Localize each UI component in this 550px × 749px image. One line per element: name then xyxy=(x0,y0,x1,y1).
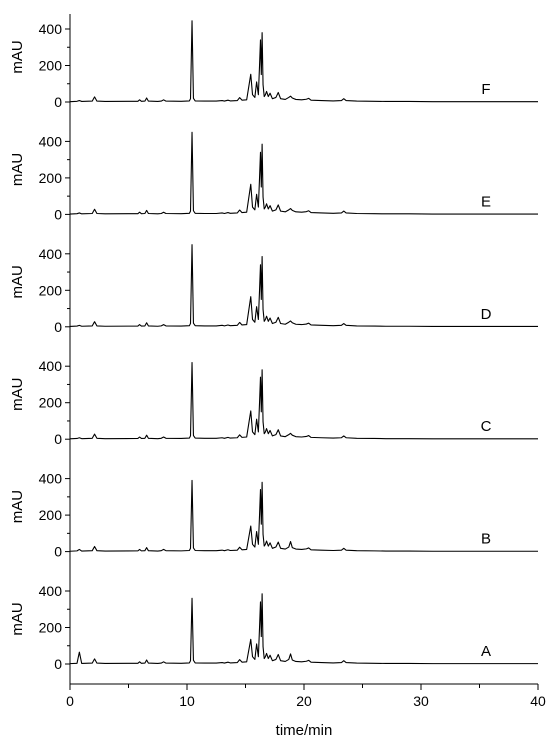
trace-E xyxy=(69,131,538,215)
panel-C: 0 200 400 mAU C xyxy=(9,358,538,447)
y-tick-label: 200 xyxy=(39,507,63,523)
y-tick-label: 200 xyxy=(39,395,63,411)
y-tick-label: 400 xyxy=(39,21,63,37)
trace-B xyxy=(69,479,538,552)
y-tick-label: 200 xyxy=(39,620,63,636)
panel-D: 0 200 400 mAU D xyxy=(9,244,538,335)
x-tick-label: 0 xyxy=(66,693,74,709)
x-tick-label: 30 xyxy=(413,693,429,709)
x-tick-label: 40 xyxy=(530,693,546,709)
panel-label-B: B xyxy=(481,531,491,548)
y-tick-label: 0 xyxy=(54,94,62,110)
y-tick-label: 400 xyxy=(39,358,63,374)
y-axis-title: mAU xyxy=(9,153,26,186)
y-tick-label: 200 xyxy=(39,170,63,186)
x-tick-label: 10 xyxy=(179,693,195,709)
panel-label-D: D xyxy=(481,306,492,323)
panel-label-A: A xyxy=(481,643,491,660)
y-tick-label: 400 xyxy=(39,583,63,599)
y-tick-label: 400 xyxy=(39,133,63,149)
panel-A: 0 200 400 mAU A xyxy=(9,583,538,672)
panel-E: 0 200 400 mAU E xyxy=(9,131,538,222)
y-tick-label: 400 xyxy=(39,471,63,487)
panel-label-F: F xyxy=(481,81,490,98)
y-tick-label: 0 xyxy=(54,319,62,335)
y-tick-label: 0 xyxy=(54,544,62,560)
y-tick-label: 200 xyxy=(39,58,63,74)
trace-C xyxy=(69,362,538,440)
y-tick-label: 0 xyxy=(54,206,62,222)
trace-F xyxy=(69,20,538,103)
x-axis: 0 10 20 30 40 time/min xyxy=(66,14,546,739)
x-tick-label: 20 xyxy=(296,693,312,709)
trace-A xyxy=(69,593,538,665)
y-axis-title: mAU xyxy=(9,602,26,635)
trace-D xyxy=(69,244,538,327)
panel-F: 0 200 400 mAU F xyxy=(9,20,538,110)
y-axis-title: mAU xyxy=(9,490,26,523)
panel-label-C: C xyxy=(481,418,492,435)
y-axis-title: mAU xyxy=(9,378,26,411)
x-ticks: 0 10 20 30 40 xyxy=(66,684,546,709)
y-axis-title: mAU xyxy=(9,265,26,298)
panels-layer: 0 200 400 mAU F 0 200 400 mAU E 0 200 400 mAU D 0 200 400… xyxy=(9,20,538,672)
y-axis-title: mAU xyxy=(9,40,26,73)
x-axis-title: time/min xyxy=(276,722,333,739)
panel-B: 0 200 400 mAU B xyxy=(9,471,538,560)
y-tick-label: 0 xyxy=(54,431,62,447)
panel-label-E: E xyxy=(481,193,491,210)
y-tick-label: 400 xyxy=(39,246,63,262)
y-tick-label: 0 xyxy=(54,656,62,672)
y-tick-label: 200 xyxy=(39,282,63,298)
